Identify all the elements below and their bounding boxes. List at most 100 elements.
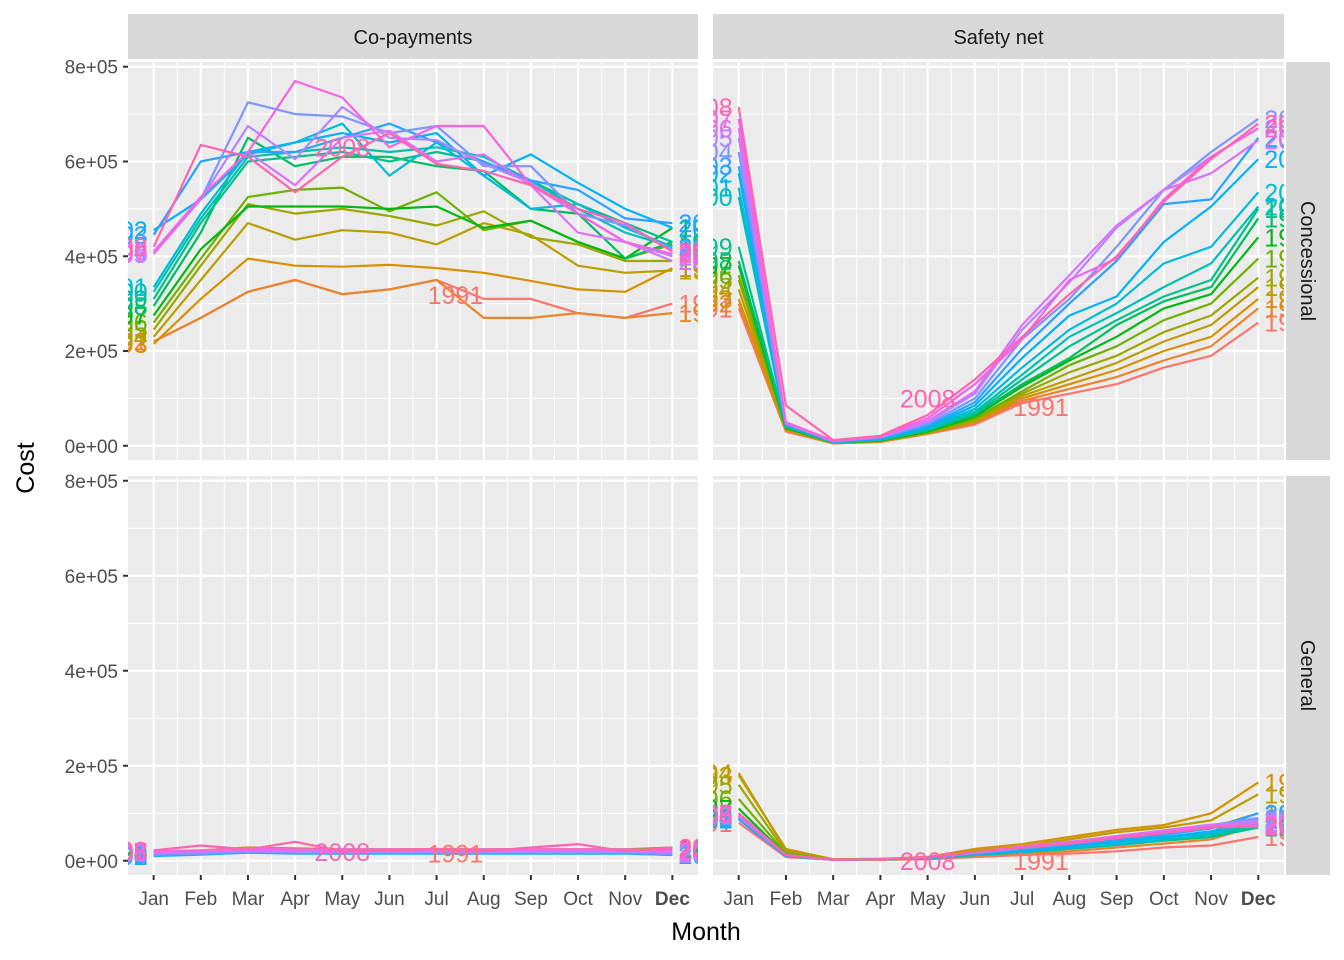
series-end-label-2005: 2005 [678,839,734,867]
series-start-label-1998: 1998 [677,248,733,276]
series-start-label-1993: 1993 [677,286,733,314]
series-end-label-1998: 1998 [678,836,734,864]
series-start-label-1994: 1994 [677,276,733,304]
series-end-label-2007: 2007 [1264,812,1320,840]
series-end-label-1991: 1991 [1264,824,1320,852]
series-end-label-1996: 1996 [1264,246,1320,274]
series-end-label-1993: 1993 [1264,286,1320,314]
series-line-2004 [152,101,673,253]
series-start-label-2007: 2007 [677,801,733,829]
y-tick-label: 2e+05 [65,757,118,778]
series-start-label-2000: 2000 [92,279,148,307]
series-line-1994 [152,222,673,338]
series-start-label-1999: 1999 [677,803,733,831]
series-end-label-1993: 1993 [678,255,734,283]
series-start-label-1998: 1998 [677,800,733,828]
series-start-label-1995: 1995 [92,839,148,867]
series-end-label-1991: 1991 [678,838,734,866]
series-start-label-2002: 2002 [677,160,733,188]
axes-layer: 0e+00 2e+05 4e+05 6e+05 8e+05 0e+00 2e+05 4e+05… [65,58,1277,910]
inline-series-label-2008: 2008 [314,839,370,867]
col-strip-label: Co-payments [354,27,473,49]
y-tick-label: 0e+00 [65,437,118,458]
y-tick-label: 6e+05 [65,153,118,174]
series-end-label-1998: 1998 [1264,205,1320,233]
series-start-label-1999: 1999 [92,841,148,869]
series-start-label-1993: 1993 [677,762,733,790]
series-start-label-2008: 2008 [92,234,148,262]
x-tick-label: Jan [723,889,754,910]
series-start-label-1991: 1991 [677,295,733,323]
series-end-label-2005: 2005 [1264,115,1320,143]
series-start-label-2006: 2006 [92,239,148,267]
x-tick-label: Dec [1241,889,1276,910]
series-start-label-2004: 2004 [92,239,148,267]
col-strip-0: Co-payments [128,14,698,59]
series-start-label-1994: 1994 [92,324,148,352]
series-end-label-2003: 2003 [678,210,734,238]
series-start-label-2007: 2007 [92,838,148,866]
strip-background [1286,62,1330,460]
series-end-label-2007: 2007 [1264,115,1320,143]
series-end-label-2002: 2002 [678,215,734,243]
series-start-label-2005: 2005 [92,840,148,868]
series-end-label-1998: 1998 [1264,814,1320,842]
x-tick-label: Sep [1100,889,1134,910]
series-end-label-1992: 1992 [1264,295,1320,323]
series-end-label-2000: 2000 [678,837,734,865]
x-tick-label: Mar [817,889,850,910]
series-end-label-2002: 2002 [1264,806,1320,834]
series-end-label-2000: 2000 [678,234,734,262]
y-tick-label: 8e+05 [65,472,118,493]
series-end-label-2003: 2003 [1264,800,1320,828]
series-start-label-1997: 1997 [92,840,148,868]
x-tick-label: Feb [770,889,803,910]
series-end-label-2007: 2007 [678,241,734,269]
series-end-label-2003: 2003 [678,842,734,870]
y-tick-label: 4e+05 [65,247,118,268]
series-end-label-2000: 2000 [1264,812,1320,840]
strip-background [128,14,698,59]
series-end-label-1991: 1991 [1264,310,1320,338]
series-line-2007 [152,79,673,255]
series-start-label-1991: 1991 [92,329,148,357]
x-tick-label: Apr [866,889,896,910]
series-group: 1991199119921992199319931994199419951995… [677,94,1320,445]
series-end-label-2001: 2001 [678,234,734,262]
series-start-label-2003: 2003 [92,843,148,871]
series-start-label-1995: 1995 [92,317,148,345]
series-line-1993 [152,257,673,345]
series-start-label-2005: 2005 [677,125,733,153]
inline-series-label-1991: 1991 [428,282,484,310]
series-end-label-1999: 1999 [1264,815,1320,843]
series-end-label-2008: 2008 [678,834,734,862]
series-start-label-1992: 1992 [92,329,148,357]
series-start-label-1994: 1994 [677,760,733,788]
y-tick-label: 6e+05 [65,567,118,588]
panel-safety-gen: 1991199119921992199319931994199419951995… [677,476,1320,876]
series-start-label-2007: 2007 [677,106,733,134]
series-start-label-1992: 1992 [677,805,733,833]
series-line-1997 [152,205,674,317]
x-tick-label: Apr [280,889,310,910]
series-start-label-1998: 1998 [92,841,148,869]
inline-series-label-2008: 2008 [314,134,370,162]
series-end-label-2003: 2003 [1264,125,1320,153]
series-start-label-2006: 2006 [92,839,148,867]
series-line-2006 [153,848,673,854]
x-tick-label: Nov [1194,889,1228,910]
series-start-label-2001: 2001 [677,175,733,203]
y-tick-label: 4e+05 [65,662,118,683]
x-tick-label: Oct [1149,889,1179,910]
series-end-label-1999: 1999 [1264,196,1320,224]
x-tick-label: Jun [374,889,405,910]
series-end-label-2000: 2000 [1264,194,1320,222]
strip-background [1286,476,1330,875]
series-end-label-2004: 2004 [678,841,734,869]
inline-series-label-1991: 1991 [1013,848,1069,876]
series-start-label-2005: 2005 [677,803,733,831]
y-tick-label: 0e+00 [65,852,118,873]
series-end-label-2002: 2002 [1264,146,1320,174]
series-end-label-2004: 2004 [1264,805,1320,833]
